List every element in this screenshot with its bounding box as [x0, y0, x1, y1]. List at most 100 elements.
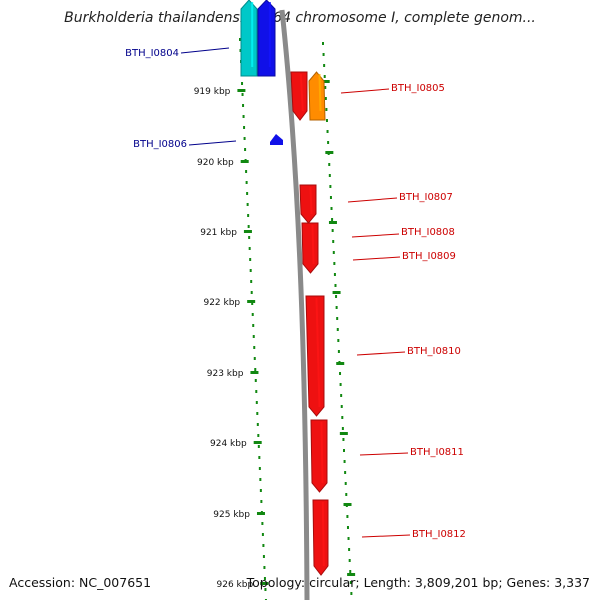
tick-dot	[337, 350, 340, 353]
gene-bth-i0804-b[interactable]	[257, 0, 276, 77]
gene-bth-i0812[interactable]	[312, 499, 329, 576]
tick-label: 923 kbp	[207, 369, 244, 379]
gene-bth-i0807[interactable]	[299, 184, 317, 224]
tick-dot	[339, 383, 342, 386]
tick-label: 921 kbp	[200, 228, 237, 238]
tick-dot	[263, 577, 266, 580]
tick-dot	[331, 218, 334, 221]
gene-bth-i0811-highlight	[320, 421, 324, 484]
tick-dot	[322, 53, 325, 56]
tick-dot	[258, 456, 261, 459]
tick-label: 920 kbp	[197, 158, 234, 168]
tick-label: 924 kbp	[210, 439, 247, 449]
tick-dot	[349, 581, 352, 584]
tick-dot	[324, 97, 327, 100]
tick-dot	[344, 482, 347, 485]
tick-dot	[262, 544, 265, 547]
tick-dot	[250, 291, 253, 294]
gene-label-bth-i0808[interactable]: BTH_I0808	[401, 227, 455, 238]
tick-mark	[332, 291, 341, 294]
tick-dot	[333, 262, 336, 265]
leader-line	[359, 452, 409, 456]
tick-dot	[328, 174, 331, 177]
tick-dot	[260, 500, 263, 503]
gene-bth-i0805-a-highlight	[299, 73, 304, 112]
gene-label-bth-i0807[interactable]: BTH_I0807	[399, 192, 453, 203]
tick-dot	[251, 313, 254, 316]
tick-dot	[246, 203, 249, 206]
gene-bth-i0804-a[interactable]	[240, 0, 258, 77]
tick-dot	[341, 427, 344, 430]
tick-mark	[325, 151, 334, 154]
tick-dot	[256, 423, 259, 426]
tick-mark	[247, 300, 256, 303]
gene-label-bth-i0812[interactable]: BTH_I0812	[412, 529, 466, 540]
leader-line	[340, 88, 390, 94]
gene-bth-i0805-b[interactable]	[308, 71, 326, 121]
gene-bth-i0807-highlight	[309, 186, 313, 215]
gene-bth-i0811[interactable]	[310, 419, 328, 493]
tick-mark	[237, 89, 246, 92]
tick-dot	[243, 137, 246, 140]
gene-label-bth-i0811[interactable]: BTH_I0811	[410, 447, 464, 458]
gene-label-bth-i0805[interactable]: BTH_I0805	[391, 83, 445, 94]
gene-label-bth-i0809[interactable]: BTH_I0809	[402, 251, 456, 262]
gene-bth-i0810-highlight	[315, 297, 321, 408]
tick-dot	[349, 570, 352, 573]
tick-dot	[346, 526, 349, 529]
tick-dot	[243, 126, 246, 129]
tick-dot	[242, 115, 245, 118]
gene-label-bth-i0806[interactable]: BTH_I0806	[133, 139, 187, 150]
tick-dot	[341, 416, 344, 419]
tick-dot	[325, 108, 328, 111]
tick-dot	[331, 229, 334, 232]
gene-bth-i0805-b-highlight	[318, 73, 322, 112]
gene-bth-i0808[interactable]	[301, 222, 319, 274]
tick-dot	[244, 148, 247, 151]
gene-bth-i0806[interactable]	[270, 134, 283, 145]
tick-dot	[343, 460, 346, 463]
genome-summary-text: Topology: circular; Length: 3,809,201 bp…	[246, 575, 590, 590]
tick-dot	[253, 346, 256, 349]
tick-dot	[339, 372, 342, 375]
tick-dot	[253, 357, 256, 360]
tick-dot	[335, 295, 338, 298]
tick-dot	[337, 339, 340, 342]
tick-label: 926 kbp	[217, 580, 254, 590]
tick-dot	[257, 445, 260, 448]
tick-dot	[252, 324, 255, 327]
tick-dot	[332, 251, 335, 254]
tick-mark	[243, 230, 252, 233]
tick-label: 919 kbp	[194, 87, 231, 97]
gene-label-bth-i0810[interactable]: BTH_I0810	[407, 346, 461, 357]
tick-dot	[336, 328, 339, 331]
tick-dot	[258, 467, 261, 470]
tick-dot	[248, 236, 251, 239]
tick-dot	[254, 379, 257, 382]
tick-mark	[321, 80, 330, 83]
tick-dot	[323, 64, 326, 67]
tick-mark	[260, 582, 269, 585]
tick-dot	[255, 401, 258, 404]
tick-dot	[336, 317, 339, 320]
tick-mark	[253, 441, 262, 444]
tick-dot	[324, 86, 327, 89]
tick-label: 925 kbp	[213, 510, 250, 520]
leader-line	[352, 256, 401, 261]
leader-line	[361, 534, 411, 538]
tick-dot	[259, 489, 262, 492]
tick-dot	[340, 405, 343, 408]
gene-label-bth-i0804[interactable]: BTH_I0804	[125, 48, 179, 59]
tick-dot	[346, 515, 349, 518]
tick-dot	[264, 588, 267, 591]
tick-dot	[263, 566, 266, 569]
gene-bth-i0812-highlight	[321, 501, 325, 567]
tick-dot	[241, 93, 244, 96]
accession-text: Accession: NC_007651	[9, 575, 152, 590]
tick-dot	[242, 104, 245, 107]
leader-line	[188, 140, 237, 146]
tick-mark	[240, 160, 249, 163]
tick-dot	[261, 522, 264, 525]
tick-dot	[343, 449, 346, 452]
gene-bth-i0810[interactable]	[305, 295, 325, 417]
